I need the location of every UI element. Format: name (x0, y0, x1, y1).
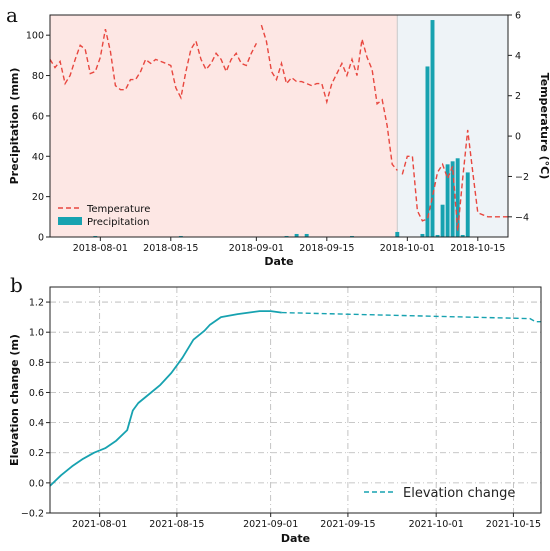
temperature-line (401, 129, 508, 231)
precipitation-bar (430, 20, 435, 237)
y-left-tick-label: 80 (32, 71, 44, 82)
chart-a-precipitation-temperature: 0 20 40 60 80 100 −4 −2 0 2 4 6 2018-08-01 2018-08-15… (8, 11, 550, 269)
precipitation-bar (435, 234, 440, 237)
x-tick-label-b: 2021-10-01 (409, 519, 464, 530)
precipitation-bar (455, 158, 460, 237)
legend-label-elevation: Elevation change (403, 486, 515, 501)
legend-a: Temperature Precipitation (58, 204, 150, 228)
y-right-tick-label: 0 (515, 132, 521, 143)
precipitation-bar (350, 235, 354, 237)
y-right-tick-label: 6 (515, 11, 521, 22)
x-tick-label: 2018-09-01 (229, 243, 284, 254)
temperature-line (260, 24, 398, 171)
elevation-line-solid (49, 310, 282, 487)
panel-label-b: b (10, 273, 23, 297)
precipitation-bar (450, 161, 455, 237)
x-tick-label-b: 2021-08-01 (72, 519, 127, 530)
chart-b-elevation-change: −0.2 0.0 0.2 0.4 0.6 0.8 1.0 1.2 2021-08-01 2021-… (8, 286, 542, 545)
y-tick-label-b: 0.8 (29, 358, 44, 369)
elevation-line-dashed (281, 311, 541, 323)
y-left-tick-label: 100 (26, 31, 44, 42)
y-left-axis-title: Precipitation (mm) (8, 68, 21, 185)
x-tick-label-b: 2021-09-01 (243, 519, 298, 530)
x-tick-label: 2018-08-01 (73, 243, 128, 254)
x-tick-label-b: 2021-09-15 (320, 519, 375, 530)
x-axis-title-b: Date (281, 532, 310, 545)
x-tick-label-b: 2021-10-15 (486, 519, 541, 530)
plot-frame-a (49, 14, 509, 238)
temperature-line (49, 28, 258, 100)
x-tick-label: 2018-10-15 (450, 243, 505, 254)
y-tick-label-b: 1.2 (29, 298, 44, 309)
legend-label-temperature: Temperature (86, 204, 150, 215)
precipitation-bar (465, 172, 470, 237)
y-tick-label-b: 0.2 (29, 448, 44, 459)
panel-label-a: a (6, 3, 18, 27)
y-right-axis-title: Temperature (°C) (538, 73, 550, 180)
plot-background-b (50, 287, 541, 513)
precipitation-bar (304, 233, 309, 237)
legend-label-precipitation: Precipitation (87, 217, 150, 228)
y-left-tick-label: 20 (32, 192, 44, 203)
y-right-tick-label: −2 (515, 172, 529, 183)
y-right-tick-label: 4 (515, 51, 521, 62)
precipitation-bar (395, 231, 400, 237)
legend-b: Elevation change (364, 486, 515, 501)
y-right-tick-label: −4 (515, 212, 529, 223)
precipitation-bar (420, 233, 425, 237)
precipitation-bar (284, 235, 289, 237)
precipitation-bar (178, 235, 183, 237)
precipitation-bar (294, 233, 299, 237)
y-tick-label-b: 0.0 (29, 478, 44, 489)
y-left-tick-label: 60 (32, 111, 44, 122)
precipitation-bar (440, 204, 445, 237)
x-tick-label-b: 2021-08-15 (149, 519, 204, 530)
shading-region-0 (50, 15, 398, 237)
y-tick-label-b: 0.4 (29, 418, 44, 429)
y-axis-title-b: Elevation change (m) (8, 334, 21, 466)
y-left-tick-label: 0 (38, 233, 44, 244)
precipitation-bar (445, 164, 450, 237)
plot-frame-b (49, 286, 542, 514)
y-tick-label-b: 1.0 (29, 328, 44, 339)
precipitation-bar (425, 66, 430, 237)
x-tick-label: 2018-10-01 (380, 243, 435, 254)
y-right-tick-label: 2 (515, 91, 521, 102)
y-left-tick-label: 40 (32, 152, 44, 163)
y-tick-label-b: −0.2 (21, 509, 44, 520)
y-tick-label-b: 0.6 (29, 388, 44, 399)
x-tick-label: 2018-09-15 (299, 243, 354, 254)
x-tick-label: 2018-08-15 (143, 243, 198, 254)
legend-swatch-precipitation (58, 217, 82, 225)
precipitation-bar (460, 234, 465, 237)
x-axis-title-a: Date (264, 255, 293, 268)
precipitation-bar (93, 235, 98, 237)
